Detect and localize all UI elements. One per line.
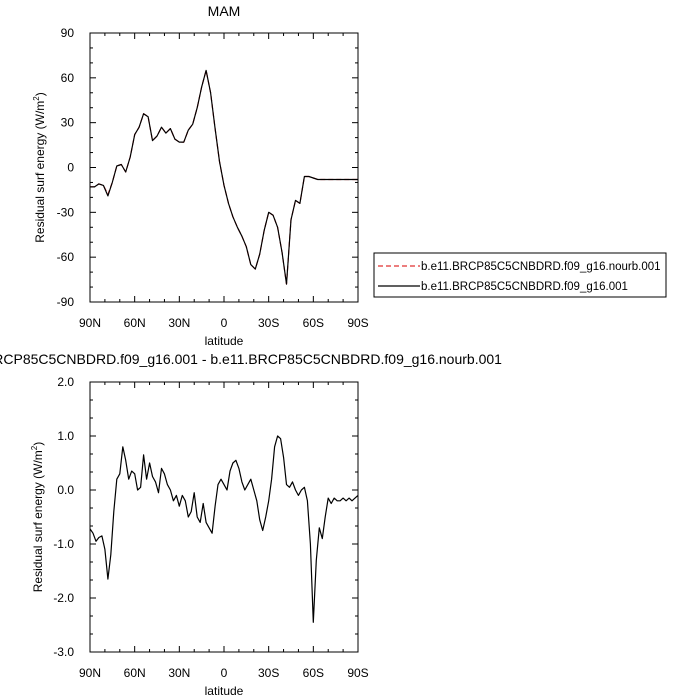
chart-title: MAM bbox=[208, 3, 241, 19]
plot-frame bbox=[89, 381, 359, 653]
x-tick-label: 30N bbox=[168, 666, 190, 680]
y-axis-label-main: Residual surf energy (W/m bbox=[33, 101, 47, 243]
x-tick-label: 0 bbox=[221, 666, 228, 680]
y-axis-label-close: ) bbox=[31, 442, 45, 446]
x-tick-label: 30N bbox=[168, 316, 190, 330]
x-tick-label: 60N bbox=[124, 666, 146, 680]
x-axis-label: latitude bbox=[205, 334, 244, 348]
x-tick-label: 90S bbox=[347, 316, 368, 330]
y-axis-label-close: ) bbox=[33, 92, 47, 96]
plot-frame bbox=[89, 32, 359, 303]
top-panel: MAM 90N 60N 30N 0 30S 60S 90S 90 60 30 0 -30 -60 -90 la… bbox=[32, 3, 369, 348]
y-axis-label: Residual surf energy (W/m2) bbox=[30, 442, 45, 593]
x-tick-label: 90N bbox=[79, 666, 101, 680]
y-tick-label: 30 bbox=[61, 116, 75, 130]
y-tick-label: -30 bbox=[57, 205, 75, 219]
y-tick-label: -2.0 bbox=[53, 591, 74, 605]
y-tick-label: -60 bbox=[57, 250, 75, 264]
y-tick-label: 1.0 bbox=[57, 429, 74, 443]
y-tick-label: 90 bbox=[61, 26, 75, 40]
series-line-0 bbox=[89, 435, 359, 623]
y-tick-label: 0 bbox=[67, 161, 74, 175]
x-tick-label: 60S bbox=[303, 666, 324, 680]
x-tick-label: 90S bbox=[347, 666, 368, 680]
y-tick-label: 60 bbox=[61, 71, 75, 85]
y-tick-label: -3.0 bbox=[53, 645, 74, 659]
x-tick-label: 30S bbox=[258, 666, 279, 680]
x-tick-label: 90N bbox=[79, 316, 101, 330]
x-axis-label: latitude bbox=[205, 684, 244, 698]
y-axis-label-superscript: 2 bbox=[30, 445, 39, 450]
y-tick-label: 0.0 bbox=[57, 483, 74, 497]
legend-label-1: b.e11.BRCP85C5CNBDRD.f09_g16.001 bbox=[421, 281, 628, 293]
x-tick-label: 60S bbox=[303, 316, 324, 330]
y-tick-label: -90 bbox=[57, 295, 75, 309]
x-tick-label: 60N bbox=[124, 316, 146, 330]
legend-box bbox=[373, 252, 667, 298]
legend: b.e11.BRCP85C5CNBDRD.f09_g16.nourb.001 b.… bbox=[373, 252, 667, 298]
series-line-0 bbox=[90, 69, 358, 285]
y-axis-label: Residual surf energy (W/m2) bbox=[32, 92, 47, 243]
y-tick-label: 2.0 bbox=[57, 375, 74, 389]
bottom-panel: b.e11.BRCP85C5CNBDRD.f09_g16.001 - b.e11… bbox=[0, 351, 502, 698]
y-axis-label-main: Residual surf energy (W/m bbox=[31, 450, 45, 592]
x-tick-label: 0 bbox=[221, 316, 228, 330]
y-tick-label: -1.0 bbox=[53, 537, 74, 551]
legend-label-0: b.e11.BRCP85C5CNBDRD.f09_g16.nourb.001 bbox=[421, 261, 661, 273]
series-line-1 bbox=[90, 69, 358, 285]
chart-title: b.e11.BRCP85C5CNBDRD.f09_g16.001 - b.e11… bbox=[0, 351, 502, 367]
y-axis-label-superscript: 2 bbox=[32, 96, 41, 101]
x-tick-label: 30S bbox=[258, 316, 279, 330]
